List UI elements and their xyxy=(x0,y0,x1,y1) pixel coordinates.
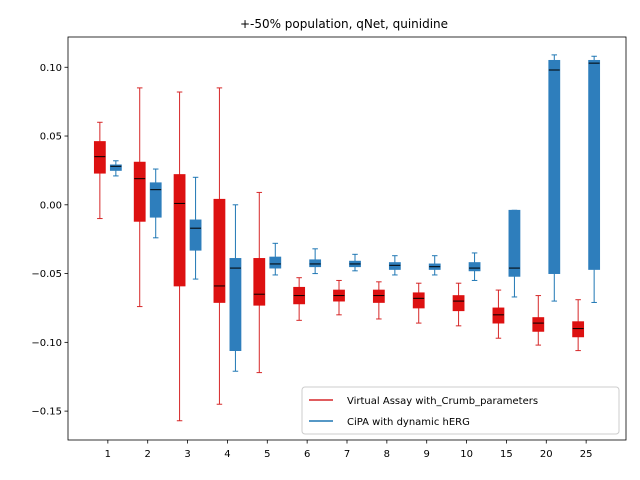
x-tick-label: 25 xyxy=(580,449,593,460)
y-tick-label: 0.00 xyxy=(40,200,62,211)
iqr-box xyxy=(213,198,226,303)
y-axis: 0.10 0.05 0.00 −0.05 −0.10 −0.15 xyxy=(31,63,68,418)
box-3 xyxy=(173,91,186,422)
iqr-box xyxy=(133,161,146,222)
iqr-box xyxy=(229,258,242,351)
legend-box xyxy=(301,386,620,435)
y-tick-label: −0.15 xyxy=(31,407,62,418)
x-tick-label: 1 xyxy=(105,449,111,460)
series-virtual-assay xyxy=(93,87,585,422)
box-8 xyxy=(388,255,401,276)
iqr-box xyxy=(173,174,186,287)
x-tick-label: 4 xyxy=(224,449,230,460)
box-20 xyxy=(548,54,561,302)
iqr-box xyxy=(109,164,122,171)
box-15 xyxy=(508,209,521,298)
plot-frame xyxy=(67,36,627,441)
box-10 xyxy=(468,252,481,281)
iqr-box xyxy=(93,141,106,174)
iqr-box xyxy=(532,317,545,332)
y-tick-label: 0.10 xyxy=(40,63,62,74)
y-tick-label: −0.05 xyxy=(31,269,62,280)
box-5 xyxy=(269,242,282,276)
iqr-box xyxy=(269,256,282,269)
y-tick-label: −0.10 xyxy=(31,338,62,349)
box-2 xyxy=(149,168,162,239)
x-tick-label: 15 xyxy=(500,449,513,460)
iqr-box xyxy=(588,59,601,270)
iqr-box xyxy=(388,262,401,270)
chart-title: +-50% population, qNet, quinidine xyxy=(240,17,448,31)
iqr-box xyxy=(253,258,266,306)
box-3 xyxy=(189,176,202,280)
x-tick-label: 3 xyxy=(184,449,190,460)
iqr-box xyxy=(572,321,585,338)
iqr-box xyxy=(452,295,465,312)
x-tick-label: 9 xyxy=(424,449,430,460)
legend: Virtual Assay with_Crumb_parameters CiPA… xyxy=(301,386,620,435)
iqr-box xyxy=(309,259,322,268)
iqr-box xyxy=(372,289,385,303)
plot-area xyxy=(93,54,601,422)
box-10 xyxy=(452,282,465,327)
iqr-box xyxy=(548,59,561,274)
box-6 xyxy=(309,248,322,275)
iqr-box xyxy=(412,292,425,309)
box-8 xyxy=(372,281,385,320)
box-1 xyxy=(109,160,122,177)
series-cipa xyxy=(109,54,601,372)
iqr-box xyxy=(189,219,202,251)
x-tick-label: 6 xyxy=(304,449,310,460)
box-15 xyxy=(492,289,505,339)
x-tick-label: 2 xyxy=(145,449,151,460)
x-tick-label: 8 xyxy=(384,449,390,460)
box-7 xyxy=(333,279,345,316)
box-4 xyxy=(229,204,242,372)
box-7 xyxy=(349,253,361,272)
box-20 xyxy=(532,295,545,346)
y-tick-label: 0.05 xyxy=(40,132,62,143)
iqr-box xyxy=(508,209,521,277)
box-5 xyxy=(253,191,266,374)
box-25 xyxy=(588,55,601,303)
legend-label-virtual-assay: Virtual Assay with_Crumb_parameters xyxy=(347,396,538,407)
x-tick-label: 10 xyxy=(460,449,473,460)
iqr-box xyxy=(468,262,481,272)
box-6 xyxy=(293,277,306,321)
x-tick-label: 7 xyxy=(344,449,350,460)
box-25 xyxy=(572,299,585,352)
x-tick-label: 5 xyxy=(264,449,270,460)
box-9 xyxy=(412,282,425,324)
iqr-box xyxy=(149,182,162,218)
iqr-box xyxy=(492,307,505,324)
x-tick-label: 20 xyxy=(540,449,553,460)
box-9 xyxy=(428,255,441,276)
box-4 xyxy=(213,87,226,405)
box-2 xyxy=(133,87,146,308)
legend-label-cipa: CiPA with dynamic hERG xyxy=(347,417,470,428)
x-axis: 1 2 3 4 5 6 7 8 9 10 15 20 25 xyxy=(105,440,593,460)
box-1 xyxy=(93,121,106,220)
